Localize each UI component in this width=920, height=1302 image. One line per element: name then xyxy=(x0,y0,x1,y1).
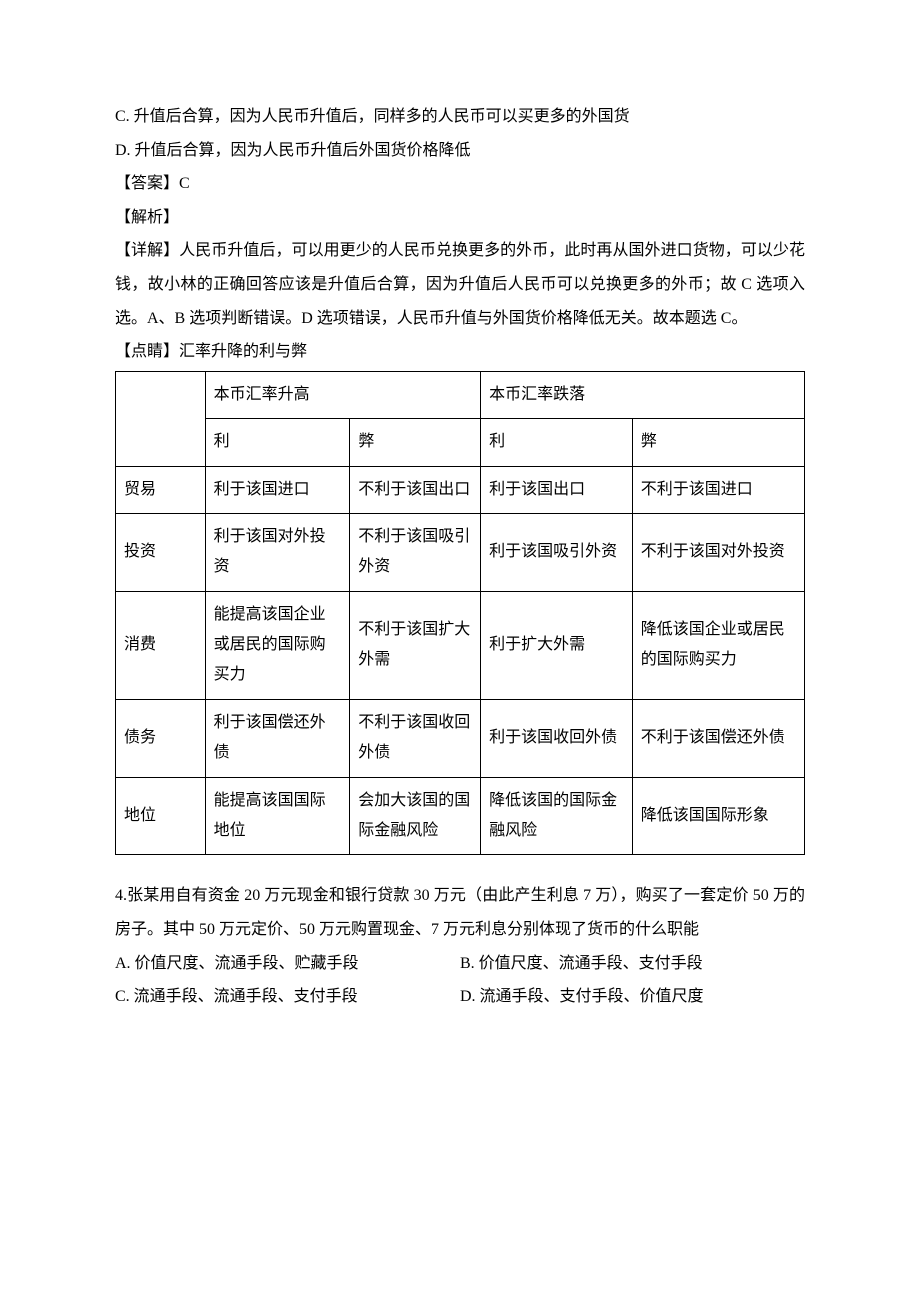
detail-text: 【详解】人民币升值后，可以用更少的人民币兑换更多的外币，此时再从国外进口货物，可… xyxy=(115,234,805,335)
sub-up-li: 利 xyxy=(205,419,350,466)
table-row: 债务 利于该国偿还外债 不利于该国收回外债 利于该国收回外债 不利于该国偿还外债 xyxy=(116,699,805,777)
cell: 利于该国进口 xyxy=(205,466,350,513)
sub-up-bi: 弊 xyxy=(350,419,481,466)
cell: 降低该国国际形象 xyxy=(632,777,804,855)
table-row: 贸易 利于该国进口 不利于该国出口 利于该国出口 不利于该国进口 xyxy=(116,466,805,513)
cell: 利于该国出口 xyxy=(481,466,633,513)
row-label: 消费 xyxy=(116,591,206,699)
cell: 能提高该国国际地位 xyxy=(205,777,350,855)
row-label: 贸易 xyxy=(116,466,206,513)
q4-stem: 4.张某用自有资金 20 万元现金和银行贷款 30 万元（由此产生利息 7 万）… xyxy=(115,879,805,946)
table-row: 利 弊 利 弊 xyxy=(116,419,805,466)
row-label: 投资 xyxy=(116,513,206,591)
cell: 不利于该国吸引外资 xyxy=(350,513,481,591)
cell: 会加大该国的国际金融风险 xyxy=(350,777,481,855)
table-row: 本币汇率升高 本币汇率跌落 xyxy=(116,371,805,418)
cell: 不利于该国进口 xyxy=(632,466,804,513)
cell: 不利于该国收回外债 xyxy=(350,699,481,777)
head-down: 本币汇率跌落 xyxy=(481,371,805,418)
cell: 利于该国收回外债 xyxy=(481,699,633,777)
dianjing-label: 【点睛】汇率升降的利与弊 xyxy=(115,335,805,369)
cell: 降低该国企业或居民的国际购买力 xyxy=(632,591,804,699)
cell: 降低该国的国际金融风险 xyxy=(481,777,633,855)
question-4: 4.张某用自有资金 20 万元现金和银行贷款 30 万元（由此产生利息 7 万）… xyxy=(115,879,805,1013)
cell: 不利于该国偿还外债 xyxy=(632,699,804,777)
cell: 不利于该国出口 xyxy=(350,466,481,513)
sub-down-li: 利 xyxy=(481,419,633,466)
cell: 利于该国偿还外债 xyxy=(205,699,350,777)
q4-options: A. 价值尺度、流通手段、贮藏手段 B. 价值尺度、流通手段、支付手段 C. 流… xyxy=(115,947,805,1014)
cell: 利于扩大外需 xyxy=(481,591,633,699)
cell: 利于该国对外投资 xyxy=(205,513,350,591)
table-row: 消费 能提高该国企业或居民的国际购买力 不利于该国扩大外需 利于扩大外需 降低该… xyxy=(116,591,805,699)
exchange-rate-table: 本币汇率升高 本币汇率跌落 利 弊 利 弊 贸易 利于该国进口 不利于该国出口 … xyxy=(115,371,805,856)
cell: 不利于该国对外投资 xyxy=(632,513,804,591)
sub-down-bi: 弊 xyxy=(632,419,804,466)
table-row: 地位 能提高该国国际地位 会加大该国的国际金融风险 降低该国的国际金融风险 降低… xyxy=(116,777,805,855)
row-label: 地位 xyxy=(116,777,206,855)
document-page: C. 升值后合算，因为人民币升值后，同样多的人民币可以买更多的外国货 D. 升值… xyxy=(0,0,920,1302)
table-row: 投资 利于该国对外投资 不利于该国吸引外资 利于该国吸引外资 不利于该国对外投资 xyxy=(116,513,805,591)
q4-option-b: B. 价值尺度、流通手段、支付手段 xyxy=(460,947,805,981)
row-label-blank xyxy=(116,371,206,466)
head-up: 本币汇率升高 xyxy=(205,371,481,418)
cell: 利于该国吸引外资 xyxy=(481,513,633,591)
q4-option-d: D. 流通手段、支付手段、价值尺度 xyxy=(460,980,805,1014)
row-label: 债务 xyxy=(116,699,206,777)
cell: 能提高该国企业或居民的国际购买力 xyxy=(205,591,350,699)
option-c: C. 升值后合算，因为人民币升值后，同样多的人民币可以买更多的外国货 xyxy=(115,100,805,134)
answer-label: 【答案】C xyxy=(115,167,805,201)
q4-option-a: A. 价值尺度、流通手段、贮藏手段 xyxy=(115,947,460,981)
cell: 不利于该国扩大外需 xyxy=(350,591,481,699)
analysis-label: 【解析】 xyxy=(115,201,805,235)
option-d: D. 升值后合算，因为人民币升值后外国货价格降低 xyxy=(115,134,805,168)
q4-option-c: C. 流通手段、流通手段、支付手段 xyxy=(115,980,460,1014)
